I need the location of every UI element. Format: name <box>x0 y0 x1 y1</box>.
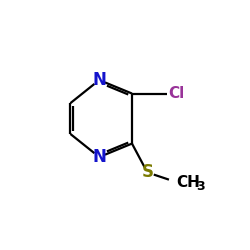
Text: N: N <box>92 71 106 89</box>
Text: Cl: Cl <box>168 86 185 101</box>
Text: 3: 3 <box>196 180 205 193</box>
Text: S: S <box>142 164 154 182</box>
Text: CH: CH <box>176 174 200 190</box>
Text: N: N <box>92 148 106 166</box>
